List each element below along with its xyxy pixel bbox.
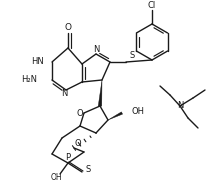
Text: Cl: Cl: [148, 1, 156, 10]
Text: S: S: [129, 52, 134, 60]
Text: P: P: [65, 153, 70, 163]
Polygon shape: [98, 80, 102, 106]
Text: N: N: [93, 46, 99, 54]
Text: OH: OH: [132, 108, 145, 116]
Text: S: S: [86, 166, 91, 174]
Text: O: O: [77, 108, 83, 118]
Text: N: N: [61, 89, 67, 99]
Text: H₂N: H₂N: [21, 76, 37, 84]
Text: O: O: [65, 23, 72, 31]
Text: HN: HN: [31, 57, 44, 65]
Text: OH: OH: [50, 174, 62, 182]
Polygon shape: [108, 112, 123, 120]
Text: N: N: [177, 102, 183, 110]
Text: O: O: [75, 139, 81, 147]
